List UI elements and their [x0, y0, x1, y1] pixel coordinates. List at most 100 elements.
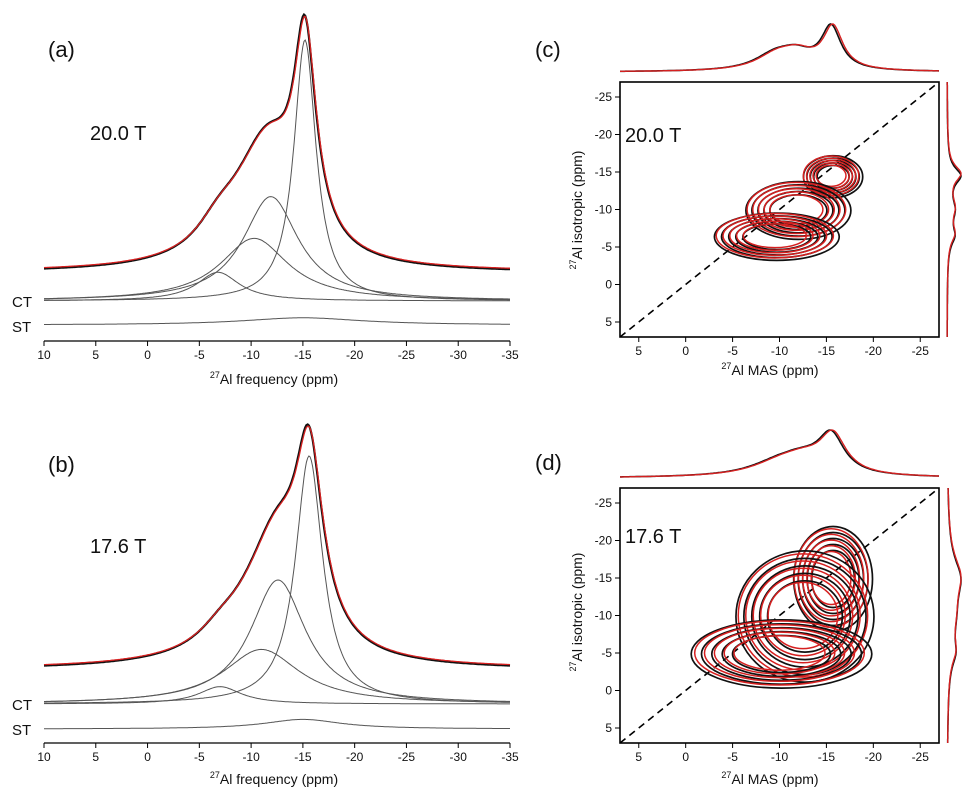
y-tick-label: -5	[601, 240, 612, 254]
x-tick-label: -15	[294, 348, 312, 362]
x-tick-label: -35	[501, 750, 519, 764]
x-tick-label: -10	[771, 344, 789, 358]
panel-letter-d: (d)	[535, 450, 562, 475]
x-tick-label: -15	[294, 750, 312, 764]
x-tick-label: -10	[242, 750, 260, 764]
st-tag-a: ST	[12, 319, 31, 336]
x-tick-label: 5	[635, 344, 642, 358]
x-tick-label: -25	[912, 750, 930, 764]
x-axis-label-d: 27Al MAS (ppm)	[721, 770, 818, 787]
simulated-contour	[715, 212, 835, 259]
simulated-contour	[713, 627, 846, 679]
x-tick-label: 0	[144, 348, 151, 362]
x-tick-label: 5	[92, 750, 99, 764]
simulated-contour	[742, 223, 808, 249]
x-ticks-b: 10 5 0 -5 -10 -15 -20 -25 -30 -35	[37, 742, 519, 764]
ct-component-3	[43, 237, 510, 300]
simulated-spectrum	[44, 425, 511, 666]
ct-component-3	[44, 648, 510, 703]
plot-c: 5 0 -5 -10 -15 -20 -25 -25 -20 -15 -10 -5 0 5	[595, 23, 962, 358]
x-tick-label: -5	[194, 348, 205, 362]
x-tick-label: -5	[727, 344, 738, 358]
top-projection-simulation	[620, 429, 939, 478]
simulated-contour	[693, 620, 866, 686]
simulated-contour	[757, 187, 836, 232]
field-label-d: 17.6 T	[625, 526, 681, 548]
field-label-a: 20.0 T	[90, 123, 146, 145]
st-tag-b: ST	[12, 722, 31, 739]
experimental-contour	[700, 622, 863, 686]
simulated-contour	[746, 181, 847, 238]
x-tick-label: -30	[450, 750, 468, 764]
ct-component-2	[43, 196, 510, 300]
ct-tag-b: CT	[12, 697, 32, 714]
simulated-contour	[767, 581, 839, 650]
x-tick-label: -5	[727, 750, 738, 764]
x-tick-label: -5	[194, 750, 205, 764]
y-tick-label: -10	[595, 609, 613, 623]
experimental-contour	[735, 550, 875, 683]
side-projection-simulation	[946, 82, 962, 337]
simulated-contour	[752, 567, 854, 664]
y-tick-label: 0	[605, 684, 612, 698]
x-tick-label: -25	[912, 344, 930, 358]
simulated-contour	[729, 218, 821, 254]
ct-component-1	[44, 455, 510, 704]
simulated-contour	[815, 164, 847, 188]
ct-tag-a: CT	[12, 294, 32, 311]
simulated-contour	[737, 553, 869, 678]
x-tick-label: -20	[346, 750, 364, 764]
x-tick-label: -30	[450, 348, 468, 362]
simulated-contour	[723, 631, 836, 675]
y-tick-label: 5	[605, 315, 612, 329]
x-axis-label-a: 27Al frequency (ppm)	[210, 370, 338, 387]
x-tick-label: 0	[682, 750, 689, 764]
x-tick-label: -20	[346, 348, 364, 362]
x-tick-label: 0	[144, 750, 151, 764]
x-tick-label: -15	[818, 344, 836, 358]
x-tick-label: -20	[865, 344, 883, 358]
x-tick-label: -15	[818, 750, 836, 764]
x-axis-label-b: 27Al frequency (ppm)	[210, 770, 338, 787]
simulated-contour	[733, 635, 826, 671]
y-axis-label-d: 27Al isotropic (ppm)	[568, 553, 585, 672]
top-projection-simulation	[620, 23, 939, 72]
x-tick-label: -25	[398, 750, 416, 764]
y-tick-label: -20	[595, 128, 613, 142]
st-component	[44, 317, 510, 325]
x-tick-label: -10	[771, 750, 789, 764]
diagonal-line	[619, 487, 940, 744]
top-projection-experiment	[620, 429, 940, 478]
y-axis-label-c: 27Al isotropic (ppm)	[568, 151, 585, 270]
y-tick-label: -20	[595, 534, 613, 548]
y-tick-label: 5	[605, 721, 612, 735]
simulated-contour	[752, 184, 841, 235]
panel-b: (b) 17.6 T CT ST 10 5 0 -5 -10 -15 -20 -25 -30 -3…	[12, 423, 519, 787]
ct-component-4	[44, 271, 510, 302]
x-tick-label: 0	[682, 344, 689, 358]
x-tick-label: 10	[37, 750, 51, 764]
panel-c: (c) 20.0 T 27Al MAS (ppm) 27Al isotropic…	[535, 23, 962, 378]
x-tick-label: -35	[501, 348, 519, 362]
y-tick-label: -5	[601, 646, 612, 660]
x-ticks-a: 10 5 0 -5 -10 -15 -20 -25 -30 -35	[37, 340, 519, 362]
simulated-contour	[759, 574, 847, 657]
panel-letter-c: (c)	[535, 37, 561, 62]
x-axis-label-c: 27Al MAS (ppm)	[721, 361, 818, 378]
side-projection-experiment	[946, 82, 962, 337]
field-label-b: 17.6 T	[90, 536, 146, 558]
field-label-c: 20.0 T	[625, 125, 681, 147]
panel-letter-a: (a)	[48, 37, 75, 62]
curves-a	[43, 12, 510, 325]
simulated-contour	[722, 215, 828, 257]
y-tick-label: -15	[595, 571, 613, 585]
experimental-spectrum	[43, 423, 511, 667]
experimental-contour	[690, 619, 873, 689]
plot-d: 5 0 -5 -10 -15 -20 -25 -25 -20 -15 -10 -5 0 5	[595, 429, 962, 764]
experimental-spectrum	[44, 12, 510, 271]
x-tick-label: -25	[398, 348, 416, 362]
x-tick-label: 10	[37, 348, 51, 362]
simulated-spectrum	[43, 15, 510, 269]
ct-component-4	[44, 686, 510, 705]
y-tick-label: 0	[605, 278, 612, 292]
